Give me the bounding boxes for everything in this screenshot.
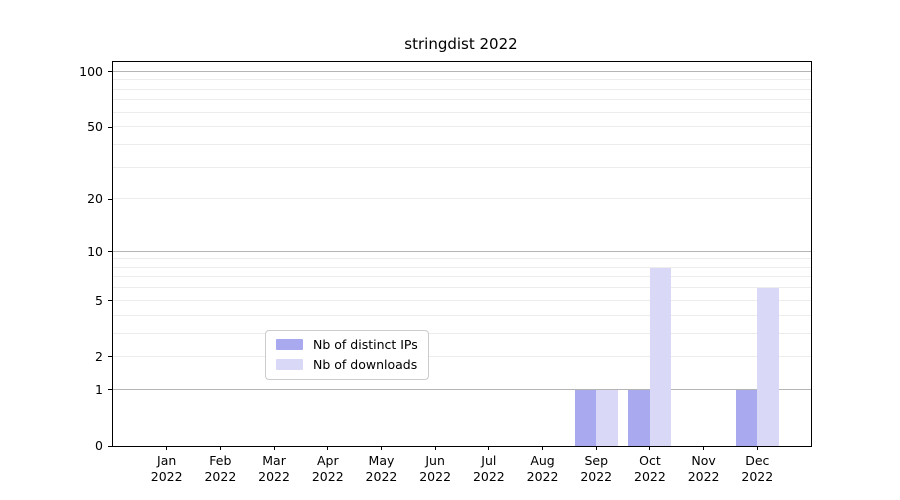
x-tick-nov bbox=[703, 446, 705, 450]
gridline-y-5 bbox=[113, 299, 811, 301]
x-tick-oct bbox=[649, 446, 651, 450]
x-tick-label-jul: Jul 2022 bbox=[472, 453, 505, 484]
bar-oct-downloads bbox=[649, 267, 672, 446]
gridline-y-3 bbox=[113, 332, 811, 334]
gridline-y-100 bbox=[113, 70, 811, 72]
gridline-y-40 bbox=[113, 143, 811, 145]
x-tick-dec bbox=[756, 446, 758, 450]
gridline-y-10 bbox=[113, 250, 811, 252]
legend: Nb of distinct IPs Nb of downloads bbox=[265, 330, 429, 380]
y-tick-label-0: 0 bbox=[95, 438, 103, 453]
gridline-y-6 bbox=[113, 287, 811, 289]
gridline-y-80 bbox=[113, 88, 811, 90]
legend-label-downloads: Nb of downloads bbox=[313, 357, 418, 372]
y-tick-50 bbox=[108, 126, 112, 128]
x-tick-jul bbox=[488, 446, 490, 450]
y-tick-100 bbox=[108, 71, 112, 73]
plot-area: 100 50 20 10 5 2 1 0 Jan 2022 Feb 2022 Mar 2022 Apr 202… bbox=[79, 61, 812, 484]
y-tick-2 bbox=[108, 356, 112, 358]
legend-item-distinct-ips: Nb of distinct IPs bbox=[276, 337, 418, 352]
legend-label-distinct-ips: Nb of distinct IPs bbox=[313, 337, 418, 352]
gridline-y-70 bbox=[113, 99, 811, 101]
chart-title: stringdist 2022 bbox=[404, 35, 518, 53]
gridline-y-90 bbox=[113, 79, 811, 81]
gridline-y-2 bbox=[113, 355, 811, 357]
y-tick-label-5: 5 bbox=[95, 292, 103, 308]
gridline-y-8 bbox=[113, 266, 811, 268]
bar-dec-ips bbox=[735, 389, 758, 446]
x-tick-label-jan: Jan 2022 bbox=[150, 453, 183, 484]
bar-oct-ips bbox=[628, 389, 650, 446]
gridline-y-7 bbox=[113, 276, 811, 278]
y-tick-label-1: 1 bbox=[95, 381, 103, 397]
x-tick-label-mar: Mar 2022 bbox=[258, 453, 290, 484]
gridline-y-1 bbox=[113, 388, 811, 390]
x-tick-label-may: May 2022 bbox=[365, 453, 398, 484]
x-tick-label-sep: Sep 2022 bbox=[580, 453, 613, 484]
bar-dec-downloads bbox=[757, 288, 779, 446]
gridline-y-50 bbox=[113, 126, 811, 128]
x-tick-apr bbox=[327, 446, 329, 450]
x-tick-label-nov: Nov 2022 bbox=[687, 453, 720, 484]
y-tick-label-20: 20 bbox=[87, 191, 103, 207]
x-tick-label-aug: Aug 2022 bbox=[526, 453, 559, 484]
x-tick-feb bbox=[219, 446, 221, 450]
gridline-y-4 bbox=[113, 314, 811, 316]
gridline-y-30 bbox=[113, 166, 811, 168]
y-tick-5 bbox=[108, 300, 112, 302]
x-tick-label-oct: Oct 2022 bbox=[634, 453, 666, 484]
y-tick-label-50: 50 bbox=[87, 119, 103, 135]
gridline-y-60 bbox=[113, 111, 811, 113]
x-tick-may bbox=[380, 446, 382, 450]
x-tick-aug bbox=[542, 446, 544, 450]
x-tick-mar bbox=[273, 446, 275, 450]
bar-sep-ips bbox=[574, 389, 597, 446]
y-tick-10 bbox=[108, 251, 112, 253]
gridline-y-20 bbox=[113, 198, 811, 200]
bar-sep-downloads bbox=[596, 389, 618, 446]
x-tick-jun bbox=[434, 446, 436, 450]
x-tick-sep bbox=[595, 446, 597, 450]
legend-swatch-distinct-ips-icon bbox=[276, 339, 303, 350]
x-tick-label-feb: Feb 2022 bbox=[204, 453, 237, 484]
y-tick-0 bbox=[108, 445, 112, 447]
legend-item-downloads: Nb of downloads bbox=[276, 357, 418, 372]
y-tick-label-100: 100 bbox=[79, 63, 103, 79]
y-tick-label-10: 10 bbox=[87, 243, 103, 259]
gridline-y-9 bbox=[113, 258, 811, 260]
y-tick-1 bbox=[108, 389, 112, 391]
x-tick-jan bbox=[166, 446, 168, 450]
y-tick-label-2: 2 bbox=[95, 348, 103, 364]
y-tick-20 bbox=[108, 198, 112, 200]
legend-swatch-downloads-icon bbox=[276, 359, 303, 370]
x-tick-label-apr: Apr 2022 bbox=[311, 453, 344, 484]
x-tick-label-jun: Jun 2022 bbox=[419, 453, 452, 484]
x-tick-label-dec: Dec 2022 bbox=[741, 453, 774, 484]
